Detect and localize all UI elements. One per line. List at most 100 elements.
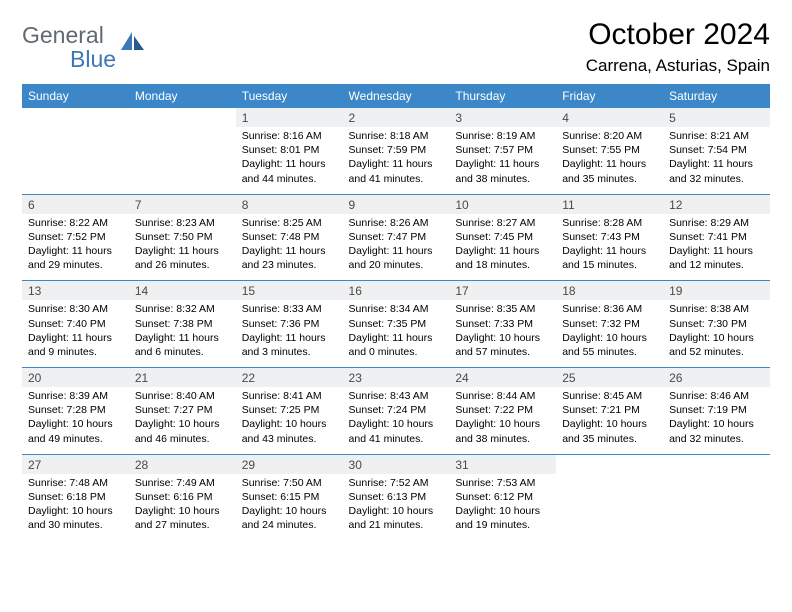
daylight-text: Daylight: 11 hours and 0 minutes. — [349, 331, 444, 359]
day-number-cell — [22, 108, 129, 127]
day-number-cell: 15 — [236, 281, 343, 300]
day-number-cell: 25 — [556, 368, 663, 387]
day-content-cell: Sunrise: 8:38 AMSunset: 7:30 PMDaylight:… — [663, 300, 770, 367]
day-content-cell: Sunrise: 7:49 AMSunset: 6:16 PMDaylight:… — [129, 474, 236, 541]
day-content-cell: Sunrise: 8:20 AMSunset: 7:55 PMDaylight:… — [556, 127, 663, 194]
sunrise-text: Sunrise: 7:50 AM — [242, 476, 337, 490]
sunset-text: Sunset: 7:19 PM — [669, 403, 764, 417]
daylight-text: Daylight: 10 hours and 30 minutes. — [28, 504, 123, 532]
daylight-text: Daylight: 11 hours and 23 minutes. — [242, 244, 337, 272]
day-content-cell: Sunrise: 8:26 AMSunset: 7:47 PMDaylight:… — [343, 214, 450, 281]
daylight-text: Daylight: 10 hours and 43 minutes. — [242, 417, 337, 445]
day-content-cell: Sunrise: 8:32 AMSunset: 7:38 PMDaylight:… — [129, 300, 236, 367]
sunset-text: Sunset: 6:13 PM — [349, 490, 444, 504]
day-content-cell — [22, 127, 129, 194]
day-number-cell: 16 — [343, 281, 450, 300]
sunrise-text: Sunrise: 8:27 AM — [455, 216, 550, 230]
sunset-text: Sunset: 7:48 PM — [242, 230, 337, 244]
day-content-row: Sunrise: 8:30 AMSunset: 7:40 PMDaylight:… — [22, 300, 770, 367]
day-number-cell: 1 — [236, 108, 343, 127]
daylight-text: Daylight: 11 hours and 9 minutes. — [28, 331, 123, 359]
daylight-text: Daylight: 11 hours and 41 minutes. — [349, 157, 444, 185]
day-content-cell: Sunrise: 8:30 AMSunset: 7:40 PMDaylight:… — [22, 300, 129, 367]
sunset-text: Sunset: 7:54 PM — [669, 143, 764, 157]
daylight-text: Daylight: 11 hours and 12 minutes. — [669, 244, 764, 272]
sunrise-text: Sunrise: 8:18 AM — [349, 129, 444, 143]
daylight-text: Daylight: 11 hours and 38 minutes. — [455, 157, 550, 185]
day-content-cell: Sunrise: 8:43 AMSunset: 7:24 PMDaylight:… — [343, 387, 450, 454]
daylight-text: Daylight: 10 hours and 21 minutes. — [349, 504, 444, 532]
sunset-text: Sunset: 7:47 PM — [349, 230, 444, 244]
day-content-cell: Sunrise: 8:18 AMSunset: 7:59 PMDaylight:… — [343, 127, 450, 194]
sunrise-text: Sunrise: 8:41 AM — [242, 389, 337, 403]
day-number-cell — [663, 455, 770, 474]
location-subtitle: Carrena, Asturias, Spain — [586, 56, 770, 76]
sunrise-text: Sunrise: 8:36 AM — [562, 302, 657, 316]
day-content-cell — [663, 474, 770, 541]
day-number-cell: 23 — [343, 368, 450, 387]
day-number-cell: 3 — [449, 108, 556, 127]
day-number-row: 13141516171819 — [22, 281, 770, 300]
sunset-text: Sunset: 7:25 PM — [242, 403, 337, 417]
day-content-row: Sunrise: 8:16 AMSunset: 8:01 PMDaylight:… — [22, 127, 770, 194]
day-content-cell: Sunrise: 8:25 AMSunset: 7:48 PMDaylight:… — [236, 214, 343, 281]
sunrise-text: Sunrise: 7:53 AM — [455, 476, 550, 490]
day-content-cell: Sunrise: 7:52 AMSunset: 6:13 PMDaylight:… — [343, 474, 450, 541]
day-number-cell: 7 — [129, 195, 236, 214]
daylight-text: Daylight: 10 hours and 38 minutes. — [455, 417, 550, 445]
sunset-text: Sunset: 7:52 PM — [28, 230, 123, 244]
sunset-text: Sunset: 7:27 PM — [135, 403, 230, 417]
day-content-cell: Sunrise: 8:34 AMSunset: 7:35 PMDaylight:… — [343, 300, 450, 367]
day-number-cell — [129, 108, 236, 127]
daylight-text: Daylight: 10 hours and 57 minutes. — [455, 331, 550, 359]
daylight-text: Daylight: 11 hours and 20 minutes. — [349, 244, 444, 272]
day-number-cell: 26 — [663, 368, 770, 387]
sunrise-text: Sunrise: 8:35 AM — [455, 302, 550, 316]
month-year-title: October 2024 — [586, 18, 770, 52]
sunrise-text: Sunrise: 8:28 AM — [562, 216, 657, 230]
day-number-cell: 19 — [663, 281, 770, 300]
daylight-text: Daylight: 10 hours and 52 minutes. — [669, 331, 764, 359]
sunset-text: Sunset: 7:45 PM — [455, 230, 550, 244]
day-number-cell: 27 — [22, 455, 129, 474]
day-number-cell: 21 — [129, 368, 236, 387]
sunrise-text: Sunrise: 8:20 AM — [562, 129, 657, 143]
sunrise-text: Sunrise: 8:21 AM — [669, 129, 764, 143]
sunset-text: Sunset: 7:32 PM — [562, 317, 657, 331]
daylight-text: Daylight: 11 hours and 15 minutes. — [562, 244, 657, 272]
day-content-cell: Sunrise: 7:48 AMSunset: 6:18 PMDaylight:… — [22, 474, 129, 541]
day-content-cell: Sunrise: 8:46 AMSunset: 7:19 PMDaylight:… — [663, 387, 770, 454]
day-number-row: 6789101112 — [22, 195, 770, 214]
daylight-text: Daylight: 10 hours and 27 minutes. — [135, 504, 230, 532]
sunrise-text: Sunrise: 8:39 AM — [28, 389, 123, 403]
weekday-header: Saturday — [663, 84, 770, 108]
sunset-text: Sunset: 7:28 PM — [28, 403, 123, 417]
sunset-text: Sunset: 7:50 PM — [135, 230, 230, 244]
sunset-text: Sunset: 7:40 PM — [28, 317, 123, 331]
day-number-row: 2728293031 — [22, 455, 770, 474]
sunset-text: Sunset: 7:38 PM — [135, 317, 230, 331]
weekday-header: Monday — [129, 84, 236, 108]
daylight-text: Daylight: 11 hours and 32 minutes. — [669, 157, 764, 185]
day-number-cell: 17 — [449, 281, 556, 300]
day-number-row: 12345 — [22, 108, 770, 127]
day-content-cell: Sunrise: 7:50 AMSunset: 6:15 PMDaylight:… — [236, 474, 343, 541]
sunset-text: Sunset: 7:43 PM — [562, 230, 657, 244]
sunrise-text: Sunrise: 8:33 AM — [242, 302, 337, 316]
day-number-cell: 24 — [449, 368, 556, 387]
day-number-cell: 4 — [556, 108, 663, 127]
daylight-text: Daylight: 10 hours and 32 minutes. — [669, 417, 764, 445]
day-number-cell: 29 — [236, 455, 343, 474]
weekday-header-row: SundayMondayTuesdayWednesdayThursdayFrid… — [22, 84, 770, 108]
day-content-cell: Sunrise: 8:22 AMSunset: 7:52 PMDaylight:… — [22, 214, 129, 281]
sunset-text: Sunset: 7:55 PM — [562, 143, 657, 157]
sunrise-text: Sunrise: 8:22 AM — [28, 216, 123, 230]
day-number-cell: 10 — [449, 195, 556, 214]
day-content-row: Sunrise: 8:39 AMSunset: 7:28 PM Daylight:… — [22, 387, 770, 454]
daylight-text: Daylight: 10 hours and 19 minutes. — [455, 504, 550, 532]
sunset-text: Sunset: 7:30 PM — [669, 317, 764, 331]
day-content-cell: Sunrise: 8:16 AMSunset: 8:01 PMDaylight:… — [236, 127, 343, 194]
weekday-header: Tuesday — [236, 84, 343, 108]
sunrise-text: Sunrise: 7:52 AM — [349, 476, 444, 490]
sunrise-text: Sunrise: 8:46 AM — [669, 389, 764, 403]
